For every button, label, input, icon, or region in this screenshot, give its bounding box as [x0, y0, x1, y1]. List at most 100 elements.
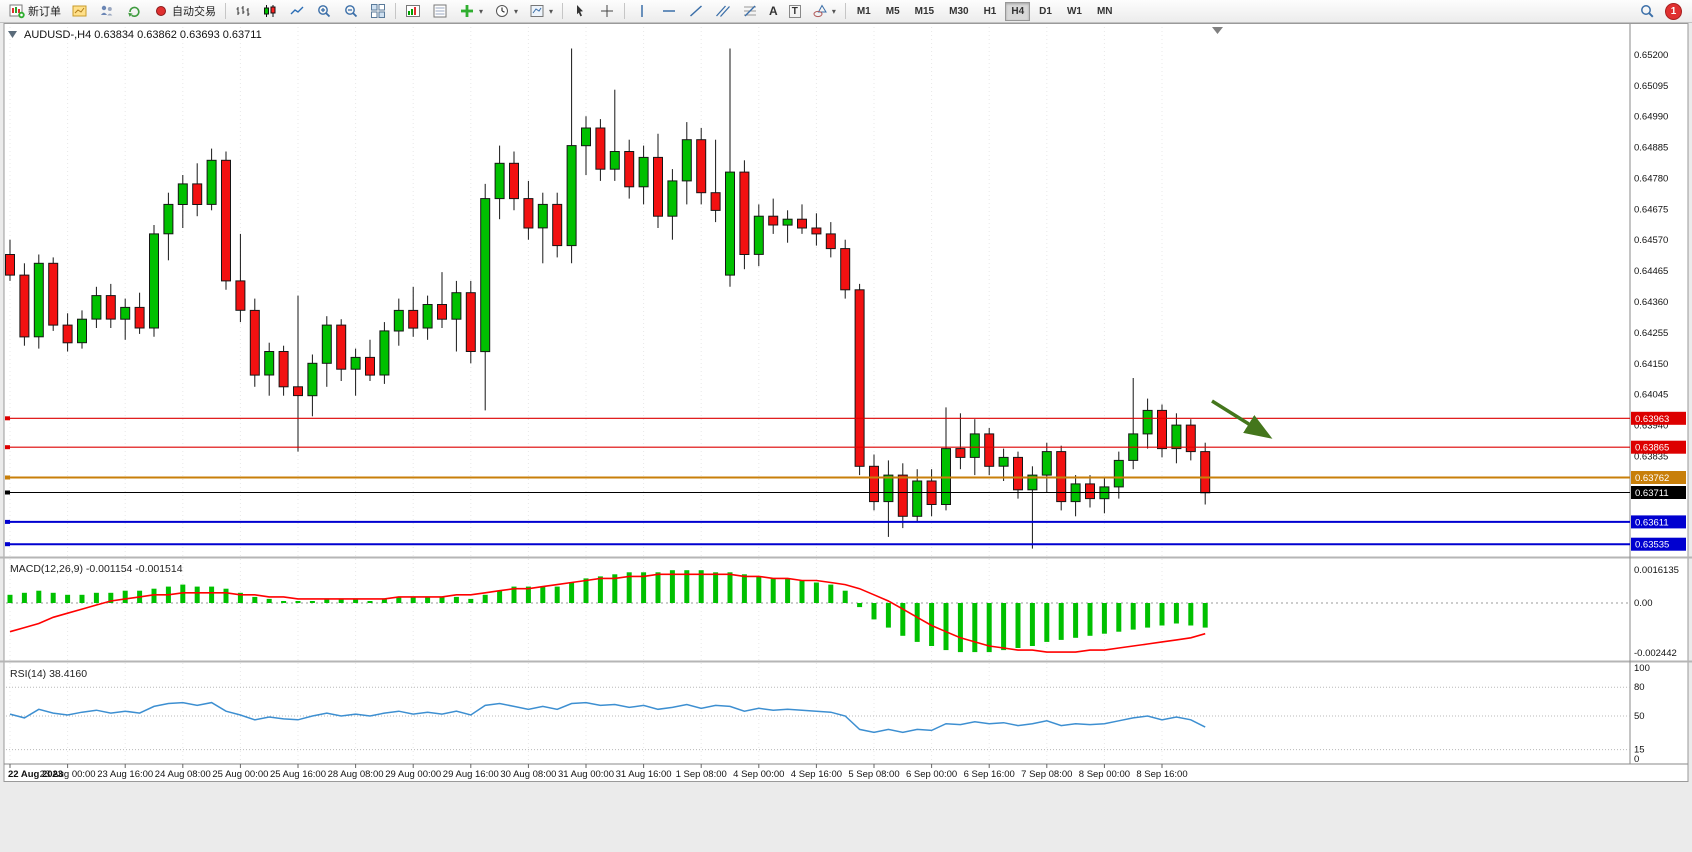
text-tool-label: A [769, 4, 778, 18]
crosshair-tool-button[interactable] [594, 1, 620, 22]
horizontal-line-tool-button[interactable] [656, 1, 682, 22]
timeframe-button-h4[interactable]: H4 [1005, 1, 1031, 21]
chart-shift-marker[interactable] [1212, 27, 1223, 34]
fibonacci-tool-button[interactable] [737, 1, 763, 22]
new-chart-button[interactable] [67, 1, 93, 22]
candlestick [134, 292, 145, 334]
svg-text:0.63535: 0.63535 [1635, 540, 1669, 551]
periods-button[interactable]: ▾ [489, 1, 523, 22]
timeframe-button-m30[interactable]: M30 [949, 5, 969, 17]
chart-window-background [3, 23, 1689, 782]
search-button[interactable] [1634, 1, 1660, 22]
trendline-tool-button[interactable] [683, 1, 709, 22]
data-window-button[interactable] [427, 1, 453, 22]
macd-histogram-bar [741, 574, 747, 603]
text-tool-button[interactable]: A [764, 1, 783, 22]
candlestick [206, 148, 217, 211]
candlestick [955, 413, 966, 470]
auto-trading-button[interactable]: 自动交易 [148, 1, 221, 22]
add-indicator-button[interactable]: ▾ [454, 1, 488, 22]
candlestick [1027, 466, 1038, 549]
time-axis-label: 29 Aug 00:00 [385, 769, 441, 780]
macd-histogram-bar [1202, 603, 1208, 628]
horizontal-level-line[interactable] [5, 475, 1630, 480]
macd-histogram-bar [1015, 603, 1021, 648]
macd-histogram-bar [569, 582, 575, 603]
macd-histogram-bar [1001, 603, 1007, 651]
horizontal-level-line[interactable] [5, 445, 1630, 450]
refresh-button[interactable] [121, 1, 147, 22]
candlestick [494, 145, 505, 220]
price-tag: 0.63711 [1631, 486, 1686, 499]
line-chart-mode-button[interactable] [284, 1, 310, 22]
macd-histogram-bar [1159, 603, 1165, 626]
macd-histogram-bar [381, 598, 387, 603]
candlestick [696, 128, 707, 205]
timeframe-button-m15[interactable]: M15 [914, 5, 935, 17]
candlestick [854, 283, 865, 476]
chart-title: AUDUSD-,H4 0.63834 0.63862 0.63693 0.637… [24, 29, 262, 41]
candlestick [509, 151, 519, 211]
horizontal-level-line[interactable] [5, 490, 1630, 495]
profiles-button[interactable] [94, 1, 120, 22]
macd-histogram-bar [914, 603, 920, 642]
channel-tool-button[interactable] [710, 1, 736, 22]
zoom-out-button[interactable] [338, 1, 364, 22]
timeframe-button-d1[interactable]: D1 [1039, 5, 1052, 17]
macd-histogram-bar [338, 598, 344, 603]
line-chart-icon [290, 6, 304, 15]
macd-histogram-bar [1058, 603, 1064, 640]
horizontal-level-line[interactable] [5, 519, 1630, 524]
macd-histogram-bar [1044, 603, 1050, 642]
candle-chart-mode-button[interactable] [257, 1, 283, 22]
time-axis-label: 23 Aug 16:00 [97, 769, 153, 780]
macd-histogram-bar [425, 596, 431, 603]
templates-button[interactable]: ▾ [524, 1, 558, 22]
time-axis-label: 7 Sep 08:00 [1021, 769, 1072, 780]
macd-histogram-bar [583, 578, 589, 603]
timeframe-button-m1[interactable]: M1 [856, 5, 871, 17]
refresh-icon [128, 6, 140, 17]
notification-badge[interactable]: 1 [1665, 2, 1682, 20]
toolbar-separator [844, 3, 846, 19]
time-axis-label: 31 Aug 00:00 [558, 769, 614, 780]
candlestick [1013, 451, 1023, 499]
horizontal-level-line[interactable] [5, 416, 1630, 421]
zoom-in-button[interactable] [311, 1, 337, 22]
candlestick [624, 139, 635, 199]
chart-menu-collapse-icon[interactable] [8, 31, 17, 38]
candlestick [523, 180, 534, 240]
indicators-window-button[interactable] [400, 1, 426, 22]
macd-histogram-bar [410, 596, 416, 603]
vertical-line-icon [641, 5, 643, 17]
trend-arrow-annotation[interactable] [1211, 399, 1273, 439]
candlestick [883, 460, 894, 537]
price-axis-label: 0.64675 [1634, 204, 1668, 215]
candlestick [321, 316, 332, 387]
new-order-button[interactable]: 新订单 [4, 1, 66, 22]
vertical-line-tool-button[interactable] [629, 1, 655, 22]
timeframe-button-w1[interactable]: W1 [1066, 5, 1082, 17]
macd-histogram-bar [698, 570, 704, 603]
candlestick [725, 48, 735, 287]
macd-histogram-bar [194, 586, 200, 603]
timeframe-button-m5[interactable]: M5 [885, 5, 900, 17]
candlestick [998, 448, 1009, 481]
timeframe-button-h1[interactable]: H1 [983, 5, 997, 17]
indicators-window-icon [406, 5, 420, 17]
candlestick [653, 133, 663, 228]
add-indicator-icon [461, 5, 473, 17]
chevron-down-icon: ▾ [831, 6, 836, 16]
label-tool-button[interactable]: T [784, 1, 806, 22]
bar-chart-mode-button[interactable] [230, 1, 256, 22]
candlestick [33, 254, 44, 349]
horizontal-level-line[interactable] [5, 542, 1630, 547]
candlestick [293, 295, 303, 452]
timeframe-button-mn[interactable]: MN [1096, 5, 1113, 17]
price-axis-label: 0.64150 [1634, 359, 1668, 370]
cursor-tool-button[interactable] [567, 1, 593, 22]
tile-windows-button[interactable] [365, 1, 391, 22]
macd-histogram-bar [266, 598, 272, 603]
shapes-tool-button[interactable]: ▾ [807, 1, 841, 22]
